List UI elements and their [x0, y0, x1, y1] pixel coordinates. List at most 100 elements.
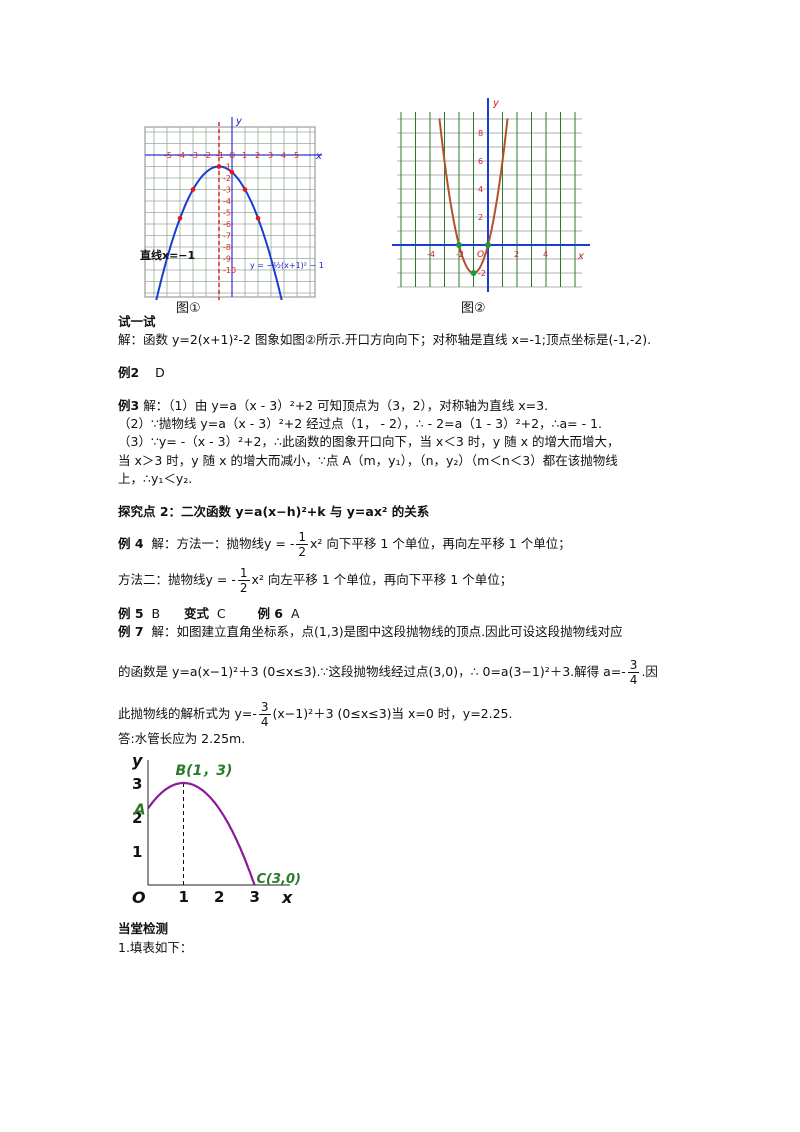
origin-label: O	[132, 888, 146, 907]
axis-label: y	[492, 98, 500, 109]
axis-label: y	[132, 751, 143, 770]
sign: -	[252, 706, 257, 721]
x-tick-label: -1	[216, 151, 224, 160]
y-tick-label: -3	[223, 186, 231, 195]
caption: 图②	[461, 301, 486, 316]
point	[485, 242, 491, 248]
label: 例3	[118, 398, 140, 413]
text: 答:水管长应为 2.25m.	[118, 731, 246, 746]
y-tick-label: -7	[223, 232, 231, 241]
y-tick-label: 1	[132, 843, 142, 861]
line: 例 7 解：如图建立直角坐标系，点(1,3)是图中这段抛物线的顶点.因此可设这段…	[118, 623, 623, 641]
x-tick-label: 4	[543, 250, 548, 259]
line: 例2 D	[118, 364, 165, 382]
denominator: 2	[298, 545, 307, 559]
heading: 当堂检测	[118, 920, 168, 938]
x-tick-label: -2	[456, 250, 464, 259]
x-tick-label: 1	[179, 888, 189, 906]
x-tick-label: 2	[214, 888, 224, 906]
point	[190, 187, 196, 192]
x-tick-label: 3	[250, 888, 260, 906]
point-label: B(1，3)	[176, 763, 233, 779]
denominator: 2	[239, 581, 248, 595]
line: 此抛物线的解析式为 y=- 3 4 (x−1)²＋3 (0≤x≤3)当 x=0 时，y…	[118, 700, 512, 729]
text: 向下平移 1 个单位，再向左平移 1 个单位；	[326, 536, 571, 551]
answer: C	[216, 606, 226, 621]
text: 当 x＞3 时，y 随 x 的增大而减小，∵点 A（m，y₁），（n，y₂）（m…	[118, 453, 618, 468]
heading: 探究点 2：二次函数 y=a(x−h)²+k 与 y=ax² 的关系	[118, 503, 429, 521]
text: 解：方法一：抛物线	[151, 536, 265, 551]
text: 解：（1）由 y=a（x - 3）²+2 可知顶点为（3，2），对称轴为直线 x…	[143, 398, 549, 413]
figure-2: x y O -4 -2 2 4 8 6 4 2 -2	[392, 98, 590, 292]
label: 例 4	[118, 536, 144, 551]
heading: 试一试	[118, 313, 156, 331]
point	[470, 270, 477, 276]
y-tick-label: -1	[223, 163, 231, 172]
annotation: 直线x=−1	[140, 248, 195, 262]
curve-label: y = −½(x+1)² − 1	[250, 261, 324, 270]
formula: y = -	[205, 572, 236, 587]
line: 例 5 B 变式 C 例 6 A	[118, 605, 300, 623]
curve	[147, 781, 256, 886]
x-tick-label: 4	[281, 151, 286, 160]
text: 的函数是 y=a(x−1)²＋3 (0≤x≤3).∵这段抛物线经过点(3,0)，…	[118, 664, 622, 679]
axis-label: x	[577, 251, 584, 262]
denominator: 4	[629, 673, 638, 687]
point	[255, 215, 261, 221]
y-tick-label: 8	[478, 129, 483, 138]
formula: x²	[310, 536, 323, 551]
x-tick-label: -5	[164, 151, 172, 160]
point	[456, 242, 462, 248]
point-label: C(3,0)	[257, 872, 301, 887]
line: 的函数是 y=a(x−1)²＋3 (0≤x≤3).∵这段抛物线经过点(3,0)，…	[118, 658, 658, 687]
x-tick-label: -3	[190, 151, 198, 160]
text: 1.填表如下：	[118, 940, 193, 955]
point	[229, 169, 235, 175]
heading-text: 探究点 2：二次函数 y=a(x−h)²+k 与 y=ax² 的关系	[118, 504, 430, 519]
y-tick-label: -2	[223, 174, 231, 183]
figure-3: x y O 1 2 3 1 2 3 A B(1，3) C(3,0)	[132, 751, 301, 907]
figure-1: x y -5 -4 -3 -2 -1 O 1 2 3 4 5 -1 -2 -3 -4 -5 -6 -7 -8 -9 -10 直…	[140, 116, 324, 300]
point-label: A	[133, 801, 146, 819]
text: 方法二：抛物线	[118, 572, 206, 587]
y-tick-label: -6	[223, 220, 231, 229]
point	[177, 215, 183, 221]
x-tick-label: 5	[294, 151, 299, 160]
axis-label: y	[235, 116, 243, 127]
x-tick-label: 2	[514, 250, 519, 259]
text: (x−1)²＋3 (0≤x≤3)当 x=0 时，y=2.25.	[272, 706, 513, 721]
label: 例2	[118, 365, 140, 380]
numerator: 3	[627, 658, 640, 673]
y-tick-label: 6	[478, 157, 483, 166]
denominator: 4	[260, 715, 269, 729]
text: 向左平移 1 个单位，再向下平移 1 个单位；	[267, 572, 513, 587]
y-tick-label: 2	[478, 213, 483, 222]
answer: D	[155, 365, 165, 380]
x-tick-label: 1	[242, 151, 247, 160]
text: 解：如图建立直角坐标系，点(1,3)是图中这段抛物线的顶点.因此可设这段抛物线对…	[151, 624, 623, 639]
label: 例 5	[118, 606, 144, 621]
point	[242, 187, 248, 192]
y-tick-label: 3	[132, 775, 142, 793]
numerator: 3	[258, 700, 271, 715]
point	[216, 164, 222, 169]
origin-label: O	[477, 250, 484, 260]
text: 上，∴y₁＜y₂.	[118, 471, 193, 486]
x-tick-label: -4	[427, 250, 435, 259]
formula: y = -	[264, 536, 295, 551]
sign: -	[621, 664, 626, 679]
answer: B	[151, 606, 161, 621]
text: .因	[641, 664, 658, 679]
caption: 图①	[176, 301, 201, 316]
x-tick-label: 2	[255, 151, 260, 160]
label: 例 6	[257, 606, 283, 621]
y-tick-label: -8	[223, 243, 231, 252]
numerator: 1	[296, 530, 309, 545]
y-tick-label: -9	[223, 255, 231, 264]
x-tick-label: 3	[268, 151, 273, 160]
